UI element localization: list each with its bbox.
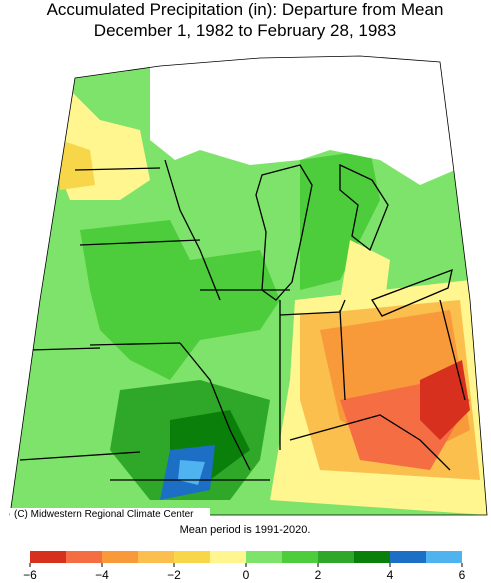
title-line1: Accumulated Precipitation (in): Departur…: [47, 0, 444, 19]
legend-swatch: [318, 551, 354, 563]
legend-swatch: [426, 551, 462, 563]
legend-tick-label: −6: [23, 568, 37, 582]
region: [340, 240, 390, 300]
legend-swatch: [30, 551, 66, 563]
legend-swatch: [210, 551, 246, 563]
legend-swatch: [282, 551, 318, 563]
legend-tick-label: 4: [387, 568, 394, 582]
region: [300, 150, 380, 290]
legend-tick-label: 0: [243, 568, 250, 582]
legend-swatch: [246, 551, 282, 563]
legend-swatch: [102, 551, 138, 563]
lake-huron: [339, 163, 389, 252]
legend-tick-label: 2: [315, 568, 322, 582]
title-line2: December 1, 1982 to February 28, 1983: [94, 21, 396, 40]
colorbar: −6 −4 −2 0 2 4 6: [23, 551, 466, 582]
map: (C) Midwestern Regional Climate Center: [9, 55, 488, 520]
legend-swatch: [138, 551, 174, 563]
credit-box: [10, 508, 210, 520]
legend-swatch: [354, 551, 390, 563]
legend-tick-label: 6: [459, 568, 466, 582]
region: [420, 360, 470, 440]
note: Mean period is 1991-2020.: [180, 524, 311, 536]
legend-swatch: [390, 551, 426, 563]
lake-michigan: [255, 164, 313, 301]
legend-tick-label: −2: [167, 568, 181, 582]
credit: (C) Midwestern Regional Climate Center: [14, 509, 194, 520]
lake-erie: [371, 268, 453, 317]
region: [60, 140, 95, 190]
region: [178, 460, 205, 485]
legend-swatch: [66, 551, 102, 563]
region: [80, 220, 280, 380]
legend-tick-label: −4: [95, 568, 109, 582]
legend-swatch: [174, 551, 210, 563]
canada-and-lakes: [150, 56, 455, 185]
